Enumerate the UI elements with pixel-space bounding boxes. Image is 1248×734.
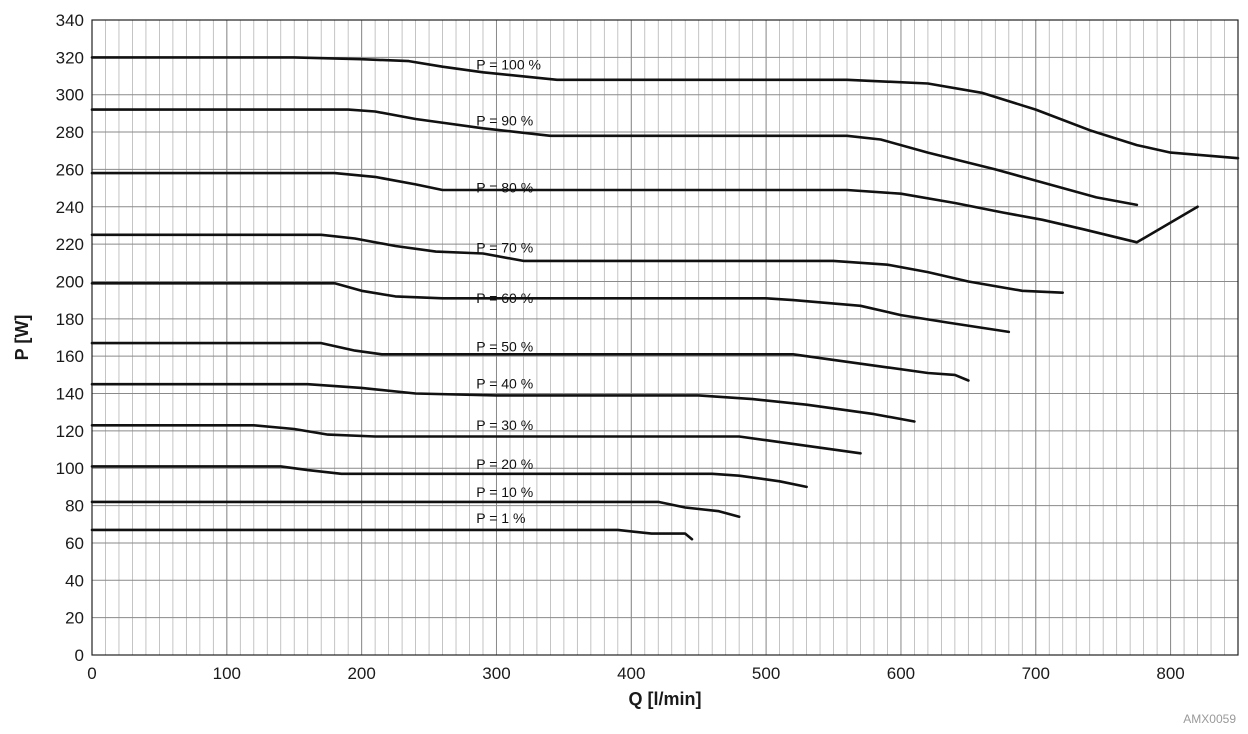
series-label-3: P = 70 % <box>476 239 533 255</box>
y-tick-label: 240 <box>56 198 84 217</box>
x-tick-label: 800 <box>1156 664 1184 683</box>
series-label-7: P = 30 % <box>476 417 533 433</box>
series-label-6: P = 40 % <box>476 376 533 392</box>
major-gridlines <box>91 19 1238 656</box>
series-line-2 <box>90 171 1199 244</box>
plot-frame <box>91 19 1239 656</box>
series-labels: P = 100 % P = 90 % P = 80 % P = 70 % P = 60 … <box>476 56 541 526</box>
y-tick-label: 320 <box>56 48 84 67</box>
y-tick-label: 20 <box>65 609 84 628</box>
minor-gridlines <box>91 20 1239 655</box>
y-tick-label: 200 <box>56 272 84 291</box>
y-tick-label: 260 <box>56 160 84 179</box>
y-tick-label: 300 <box>56 86 84 105</box>
x-tick-label: 200 <box>347 664 375 683</box>
series-line-7 <box>90 424 862 455</box>
x-tick-labels: 0 100 200 300 400 500 600 700 800 <box>87 664 1185 683</box>
y-tick-label: 140 <box>56 385 84 404</box>
series-lines <box>90 56 1240 541</box>
y-tick-label: 40 <box>65 571 84 590</box>
y-tick-label: 80 <box>65 497 84 516</box>
series-label-2: P = 80 % <box>476 180 533 196</box>
x-tick-label: 100 <box>213 664 241 683</box>
x-tick-label: 0 <box>87 664 96 683</box>
y-tick-label: 180 <box>56 310 84 329</box>
y-axis-label: P [W] <box>12 315 32 361</box>
series-label-0: P = 100 % <box>476 56 541 72</box>
x-tick-label: 700 <box>1022 664 1050 683</box>
watermark-code: AMX0059 <box>1183 712 1236 726</box>
series-line-6 <box>90 382 916 423</box>
y-tick-label: 60 <box>65 534 84 553</box>
x-tick-label: 600 <box>887 664 915 683</box>
x-tick-label: 300 <box>482 664 510 683</box>
series-label-10: P = 1 % <box>476 510 525 526</box>
series-label-4: P = 60 % <box>476 290 533 306</box>
y-tick-label: 100 <box>56 459 84 478</box>
series-line-1 <box>90 108 1139 207</box>
series-label-1: P = 90 % <box>476 112 533 128</box>
series-line-0 <box>90 56 1240 160</box>
x-tick-label: 400 <box>617 664 645 683</box>
y-tick-label: 160 <box>56 347 84 366</box>
series-line-4 <box>90 282 1011 334</box>
series-line-9 <box>90 500 741 519</box>
series-label-8: P = 20 % <box>476 456 533 472</box>
y-tick-label: 220 <box>56 235 84 254</box>
y-tick-label: 280 <box>56 123 84 142</box>
series-line-10 <box>90 528 694 541</box>
series-line-5 <box>90 341 970 382</box>
series-label-5: P = 50 % <box>476 338 533 354</box>
x-tick-label: 500 <box>752 664 780 683</box>
y-tick-label: 340 <box>56 11 84 30</box>
y-tick-labels: 0 20 40 60 80 100 120 140 160 180 200 220 240 260 280 3… <box>56 11 84 665</box>
series-label-9: P = 10 % <box>476 484 533 500</box>
series-line-3 <box>90 233 1064 294</box>
y-tick-label: 120 <box>56 422 84 441</box>
x-axis-label: Q [l/min] <box>629 689 702 709</box>
series-line-8 <box>90 465 808 489</box>
y-tick-label: 0 <box>75 646 84 665</box>
